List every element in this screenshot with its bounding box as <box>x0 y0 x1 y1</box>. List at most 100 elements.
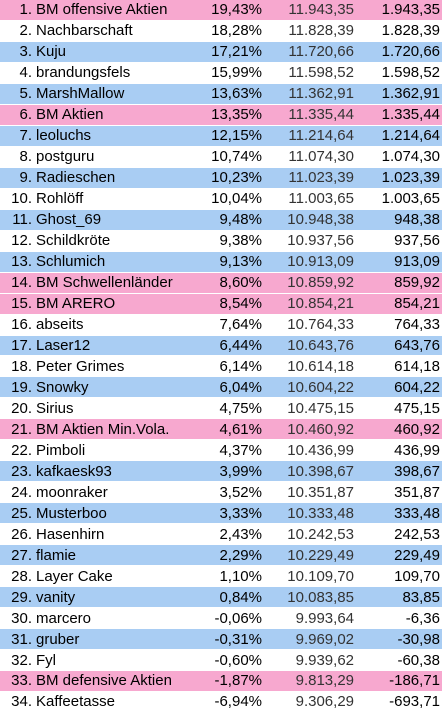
rank-cell: 12. <box>11 232 32 250</box>
value-cell: 10.854,21 <box>287 295 354 313</box>
name-cell: moonraker <box>36 483 108 501</box>
table-row: 12. Schildkröte 9,38% 10.937,56 937,56 <box>0 230 442 252</box>
rank-cell: 17. <box>11 336 32 354</box>
name-cell: Schlumich <box>36 253 106 271</box>
percent-cell: 2,43% <box>219 525 262 543</box>
value-cell: 10.436,99 <box>287 441 354 459</box>
table-row: 6. BM Aktien 13,35% 11.335,44 1.335,44 <box>0 104 442 126</box>
value-cell: 10.351,87 <box>287 483 354 501</box>
rank-cell: 2. <box>19 22 32 40</box>
table-row: 32. Fyl -0,60% 9.939,62 -60,38 <box>0 650 442 671</box>
value-cell: 11.828,39 <box>288 22 354 40</box>
table-row: 25. Musterboo 3,33% 10.333,48 333,48 <box>0 503 442 525</box>
value-cell: 10.604,22 <box>287 378 354 396</box>
rank-cell: 10. <box>11 190 32 208</box>
gain-cell: 1.335,44 <box>381 106 440 124</box>
gain-cell: 1.362,91 <box>381 85 440 103</box>
table-row: 7. leoluchs 12,15% 11.214,64 1.214,64 <box>0 125 442 147</box>
gain-cell: -186,71 <box>389 672 440 690</box>
percent-cell: 9,38% <box>219 232 262 250</box>
name-cell: leoluchs <box>36 127 92 145</box>
rank-cell: 26. <box>11 525 32 543</box>
value-cell: 10.614,18 <box>287 357 354 375</box>
percent-cell: 3,52% <box>219 483 262 501</box>
name-cell: BM offensive Aktien <box>36 1 168 19</box>
percent-cell: 6,14% <box>219 357 262 375</box>
gain-cell: 1.023,39 <box>381 169 440 187</box>
value-cell: 9.939,62 <box>295 651 354 669</box>
rank-cell: 25. <box>11 504 32 522</box>
rank-cell: 3. <box>19 43 32 61</box>
gain-cell: -60,38 <box>397 651 440 669</box>
table-row: 10. Rohlöff 10,04% 11.003,65 1.003,65 <box>0 188 442 210</box>
gain-cell: 614,18 <box>394 357 440 375</box>
name-cell: BM Aktien <box>36 106 104 124</box>
rank-cell: 4. <box>19 64 32 82</box>
value-cell: 11.023,39 <box>288 169 354 187</box>
name-cell: BM Aktien Min.Vola. <box>36 420 170 438</box>
percent-cell: 10,04% <box>211 190 262 208</box>
value-cell: 10.764,33 <box>287 316 354 334</box>
rank-cell: 30. <box>11 609 32 627</box>
table-row: 24. moonraker 3,52% 10.351,87 351,87 <box>0 482 442 504</box>
percent-cell: 9,13% <box>219 253 262 271</box>
gain-cell: 109,70 <box>394 567 440 585</box>
rank-cell: 15. <box>11 295 32 313</box>
table-row: 14. BM Schwellenländer 8,60% 10.859,92 859,9… <box>0 272 442 294</box>
gain-cell: 351,87 <box>394 483 440 501</box>
value-cell: 9.813,29 <box>295 672 354 690</box>
name-cell: Rohlöff <box>36 190 84 208</box>
name-cell: Kaffeetasse <box>36 693 115 711</box>
gain-cell: 1.720,66 <box>381 43 440 61</box>
table-row: 28. Layer Cake 1,10% 10.109,70 109,70 <box>0 566 442 588</box>
table-row: 11. Ghost_69 9,48% 10.948,38 948,38 <box>0 209 442 231</box>
table-row: 18. Peter Grimes 6,14% 10.614,18 614,18 <box>0 356 442 378</box>
gain-cell: 242,53 <box>394 525 440 543</box>
percent-cell: 9,48% <box>219 211 262 229</box>
table-row: 3. Kuju 17,21% 11.720,66 1.720,66 <box>0 41 442 63</box>
rank-cell: 7. <box>19 127 32 145</box>
name-cell: marcero <box>36 609 92 627</box>
name-cell: Layer Cake <box>36 567 113 585</box>
rank-cell: 28. <box>11 567 32 585</box>
table-row: 20. Sirius 4,75% 10.475,15 475,15 <box>0 398 442 420</box>
gain-cell: 1.003,65 <box>381 190 440 208</box>
value-cell: 10.229,49 <box>287 546 354 564</box>
value-cell: 11.003,65 <box>288 190 354 208</box>
name-cell: postguru <box>36 148 95 166</box>
table-row: 8. postguru 10,74% 11.074,30 1.074,30 <box>0 146 442 168</box>
gain-cell: 604,22 <box>394 378 440 396</box>
name-cell: Pimboli <box>36 441 86 459</box>
gain-cell: 83,85 <box>402 588 440 606</box>
rank-cell: 14. <box>11 274 32 292</box>
rank-cell: 34. <box>11 693 32 711</box>
rank-cell: 31. <box>11 630 32 648</box>
gain-cell: 229,49 <box>394 546 440 564</box>
table-row: 4. brandungsfels 15,99% 11.598,52 1.598,52 <box>0 62 442 84</box>
value-cell: 10.398,67 <box>287 462 354 480</box>
table-row: 22. Pimboli 4,37% 10.436,99 436,99 <box>0 440 442 462</box>
name-cell: abseits <box>36 316 84 334</box>
percent-cell: 4,75% <box>219 399 262 417</box>
percent-cell: 13,35% <box>211 106 262 124</box>
value-cell: 11.074,30 <box>288 148 354 166</box>
table-row: 27. flamie 2,29% 10.229,49 229,49 <box>0 545 442 567</box>
gain-cell: 1.828,39 <box>381 22 440 40</box>
value-cell: 11.720,66 <box>288 43 354 61</box>
table-row: 13. Schlumich 9,13% 10.913,09 913,09 <box>0 251 442 273</box>
percent-cell: 3,99% <box>219 462 262 480</box>
table-row: 19. Snowky 6,04% 10.604,22 604,22 <box>0 377 442 399</box>
name-cell: BM Schwellenländer <box>36 274 173 292</box>
rank-cell: 24. <box>11 483 32 501</box>
gain-cell: 436,99 <box>394 441 440 459</box>
rank-cell: 32. <box>11 651 32 669</box>
name-cell: Laser12 <box>36 336 91 354</box>
name-cell: Peter Grimes <box>36 357 125 375</box>
rank-cell: 8. <box>19 148 32 166</box>
value-cell: 11.598,52 <box>288 64 354 82</box>
name-cell: MarshMallow <box>36 85 125 103</box>
gain-cell: -30,98 <box>397 630 440 648</box>
name-cell: Sirius <box>36 399 74 417</box>
rank-cell: 11. <box>12 211 32 229</box>
